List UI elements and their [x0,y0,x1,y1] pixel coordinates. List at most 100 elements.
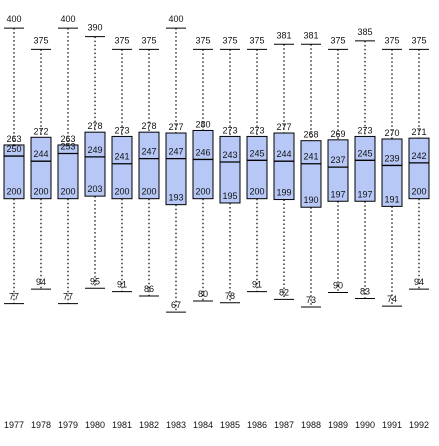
x-tick-label: 1977 [4,420,24,430]
label-max: 381 [276,30,291,40]
label-q1: 200 [114,187,129,197]
label-q3: 280 [195,119,210,129]
label-min: 95 [90,276,100,286]
label-q1: 200 [60,187,75,197]
x-tick-label: 1991 [382,420,402,430]
box-iqr [354,135,376,202]
x-tick-label: 1989 [328,420,348,430]
label-max: 375 [195,35,210,45]
label-q3: 263 [6,134,21,144]
x-tick-label: 1982 [139,420,159,430]
label-max: 400 [168,14,183,24]
label-median: 243 [222,150,237,160]
label-q3: 272 [33,126,48,136]
box-iqr [219,135,241,204]
label-min: 78 [225,291,235,301]
label-q1: 203 [87,184,102,194]
label-min: 91 [252,280,262,290]
label-q1: 200 [195,187,210,197]
x-tick-label: 1986 [247,420,267,430]
box-iqr [3,144,25,200]
label-q1: 197 [357,189,372,199]
label-min: 74 [387,294,397,304]
label-median: 253 [60,141,75,151]
label-q3: 273 [222,125,237,135]
label-max: 381 [303,30,318,40]
label-max: 375 [330,35,345,45]
label-q3: 278 [141,121,156,131]
box-iqr [408,137,430,200]
label-q1: 191 [384,194,399,204]
box-iqr [246,135,268,200]
label-max: 375 [249,35,264,45]
x-tick-label: 1979 [58,420,78,430]
label-q1: 193 [168,193,183,203]
label-median: 242 [411,151,426,161]
label-median: 250 [6,144,21,154]
label-min: 90 [333,281,343,291]
label-q3: 263 [60,134,75,144]
label-q3: 278 [87,121,102,131]
label-q1: 190 [303,195,318,205]
x-tick-label: 1978 [31,420,51,430]
box-iqr [111,135,133,200]
label-max: 375 [384,35,399,45]
label-median: 247 [141,147,156,157]
box-iqr [273,132,295,201]
label-median: 241 [114,152,129,162]
label-q3: 273 [357,125,372,135]
x-tick-label: 1990 [355,420,375,430]
label-median: 241 [303,152,318,162]
x-tick-label: 1983 [166,420,186,430]
label-max: 375 [33,35,48,45]
x-tick-label: 1984 [193,420,213,430]
label-q1: 199 [276,188,291,198]
label-q3: 277 [276,122,291,132]
label-q1: 197 [330,189,345,199]
x-tick-label: 1980 [85,420,105,430]
label-median: 244 [276,149,291,159]
label-q1: 200 [249,187,264,197]
label-q3: 269 [330,129,345,139]
label-median: 237 [330,155,345,165]
label-min: 73 [306,295,316,305]
label-q3: 273 [249,125,264,135]
x-tick-label: 1992 [409,420,429,430]
label-q3: 270 [384,128,399,138]
label-min: 67 [171,300,181,310]
box-iqr [57,144,79,200]
label-median: 244 [33,149,48,159]
label-median: 245 [249,148,264,158]
label-min: 94 [36,277,46,287]
label-median: 247 [168,147,183,157]
label-max: 400 [60,14,75,24]
label-q3: 273 [114,125,129,135]
label-max: 375 [222,35,237,45]
label-min: 91 [117,280,127,290]
label-min: 82 [279,287,289,297]
box-iqr [138,131,160,200]
label-q1: 200 [141,187,156,197]
box-iqr [165,132,187,206]
box-iqr [30,136,52,200]
box-iqr [381,138,403,207]
label-q1: 200 [411,187,426,197]
label-min: 77 [63,292,73,302]
label-q3: 271 [411,127,426,137]
label-q1: 195 [222,191,237,201]
box-iqr [300,140,322,208]
label-min: 86 [144,284,154,294]
label-min: 94 [414,277,424,287]
label-q3: 277 [168,122,183,132]
x-tick-label: 1987 [274,420,294,430]
label-min: 77 [9,292,19,302]
x-tick-label: 1981 [112,420,132,430]
x-tick-label: 1988 [301,420,321,430]
label-q1: 200 [33,187,48,197]
box-iqr [192,129,214,200]
label-max: 375 [141,35,156,45]
label-min: 83 [360,287,370,297]
label-q3: 268 [303,130,318,140]
label-median: 239 [384,153,399,163]
